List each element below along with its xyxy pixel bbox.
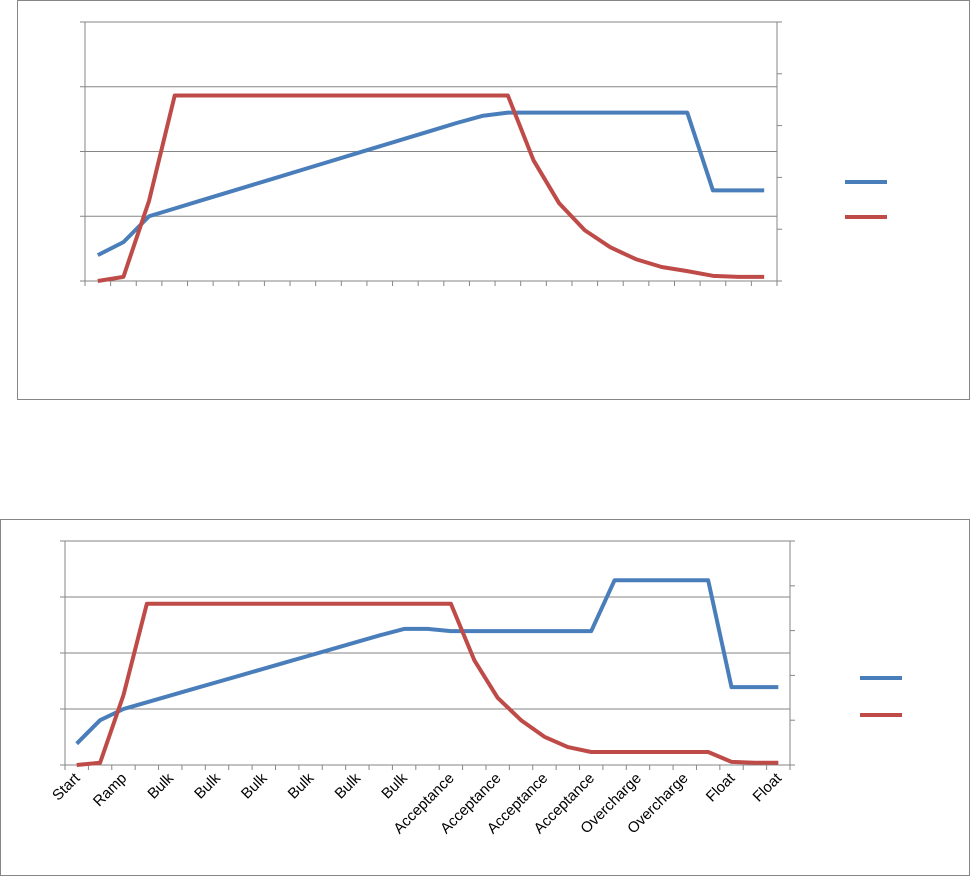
series-line — [96, 110, 765, 257]
chart-frame — [0, 519, 970, 876]
x-tick-label: Bulk — [238, 769, 271, 802]
series-line — [76, 601, 779, 767]
x-tick-label: Bulk — [285, 769, 318, 802]
x-tick-label: Start — [49, 769, 84, 804]
series-line — [75, 578, 779, 746]
x-tick-label: Bulk — [332, 769, 365, 802]
chart-frame — [17, 0, 970, 400]
x-tick-label: Float — [703, 769, 739, 805]
x-tick-label: Bulk — [144, 769, 177, 802]
x-tick-label: Float — [750, 769, 786, 805]
series-line — [97, 93, 765, 283]
x-tick-label: Bulk — [378, 769, 411, 802]
x-tick-label: Ramp — [90, 770, 130, 810]
x-tick-label: Bulk — [191, 769, 224, 802]
